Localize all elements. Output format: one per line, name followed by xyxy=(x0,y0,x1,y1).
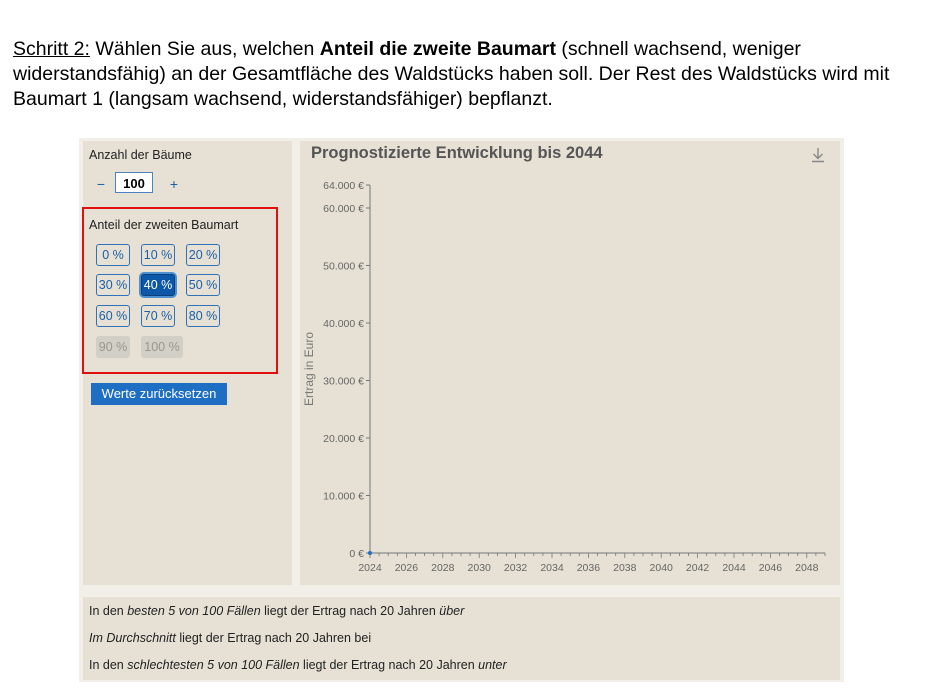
share-option-60[interactable]: 60 % xyxy=(96,305,130,327)
x-tick-label: 2036 xyxy=(577,562,601,574)
x-tick-label: 2044 xyxy=(722,562,746,574)
summary-worst-italic-2: unter xyxy=(478,658,507,672)
download-icon[interactable] xyxy=(810,146,826,164)
summary-avg-italic: Im Durchschnitt xyxy=(89,631,176,645)
summary-worst-text-1: In den xyxy=(89,658,128,672)
instruction-step: Schritt 2: xyxy=(13,38,90,60)
share-option-50[interactable]: 50 % xyxy=(186,274,220,296)
y-tick-label: 20.000 € xyxy=(323,433,364,445)
x-tick-label: 2038 xyxy=(613,562,637,574)
x-tick-label: 2048 xyxy=(795,562,819,574)
instruction-part2: (schnell wachsend, weniger widerstandsfä… xyxy=(13,38,890,110)
trees-label: Anzahl der Bäume xyxy=(89,148,192,162)
x-tick-label: 2028 xyxy=(431,562,455,574)
summary-best-italic-2: über xyxy=(439,604,465,618)
share-option-40[interactable]: 40 % xyxy=(141,274,175,296)
summary-best-text-1: In den xyxy=(89,604,128,618)
controls-panel xyxy=(83,141,292,585)
instruction-text: Schritt 2: Wählen Sie aus, welchen Antei… xyxy=(13,37,918,112)
x-tick-label: 2032 xyxy=(504,562,528,574)
x-tick-label: 2024 xyxy=(358,562,382,574)
share-option-10[interactable]: 10 % xyxy=(141,244,175,266)
summary-avg-text: liegt der Ertrag nach 20 Jahren bei xyxy=(175,631,372,645)
trees-count-input[interactable]: 100 xyxy=(115,172,153,193)
summary-average: Im Durchschnitt liegt der Ertrag nach 20… xyxy=(89,631,371,645)
y-tick-label: 64.000 € xyxy=(323,180,364,192)
x-tick-label: 2026 xyxy=(395,562,419,574)
summary-worst-text-2: liegt der Ertrag nach 20 Jahren xyxy=(299,658,479,672)
summary-best-italic-1: besten 5 von 100 Fällen xyxy=(127,604,261,618)
share-option-90: 90 % xyxy=(96,336,130,358)
share-option-70[interactable]: 70 % xyxy=(141,305,175,327)
x-tick-label: 2042 xyxy=(686,562,710,574)
share-option-20[interactable]: 20 % xyxy=(186,244,220,266)
share-option-0[interactable]: 0 % xyxy=(96,244,130,266)
summary-best-text-2: liegt der Ertrag nach 20 Jahren xyxy=(260,604,440,618)
share-option-100: 100 % xyxy=(141,336,183,358)
summary-worst-italic-1: schlechtesten 5 von 100 Fällen xyxy=(127,658,300,672)
share-option-30[interactable]: 30 % xyxy=(96,274,130,296)
chart-title: Prognostizierte Entwicklung bis 2044 xyxy=(311,144,603,162)
data-point xyxy=(368,551,372,555)
summary-panel xyxy=(83,597,840,680)
y-tick-label: 10.000 € xyxy=(323,491,364,503)
y-tick-label: 30.000 € xyxy=(323,376,364,388)
share-highlight-box xyxy=(82,207,278,374)
x-tick-label: 2040 xyxy=(650,562,674,574)
x-tick-label: 2030 xyxy=(468,562,492,574)
summary-best: In den besten 5 von 100 Fällen liegt der… xyxy=(89,604,464,618)
share-option-80[interactable]: 80 % xyxy=(186,305,220,327)
x-tick-label: 2034 xyxy=(540,562,564,574)
chart-plot: 0 € 10.000 € 20.000 € 30.000 € 40.000 € 50.00… xyxy=(302,180,826,574)
y-axis-title: Ertrag in Euro xyxy=(302,332,316,406)
y-tick-label: 50.000 € xyxy=(323,261,364,273)
y-tick-label: 0 € xyxy=(349,548,364,560)
instruction-part1: Wählen Sie aus, welchen xyxy=(89,38,320,60)
y-tick-label: 40.000 € xyxy=(323,318,364,330)
y-tick-label: 60.000 € xyxy=(323,203,364,215)
reset-values-button[interactable]: Werte zurücksetzen xyxy=(91,383,227,405)
share-label: Anteil der zweiten Baumart xyxy=(89,218,239,232)
summary-worst: In den schlechtesten 5 von 100 Fällen li… xyxy=(89,658,507,672)
chart-panel xyxy=(300,141,840,585)
x-tick-label: 2046 xyxy=(759,562,783,574)
trees-decrement-button[interactable]: − xyxy=(96,176,106,192)
instruction-bold: Anteil die zweite Baumart xyxy=(319,38,556,60)
trees-increment-button[interactable]: + xyxy=(169,176,179,192)
